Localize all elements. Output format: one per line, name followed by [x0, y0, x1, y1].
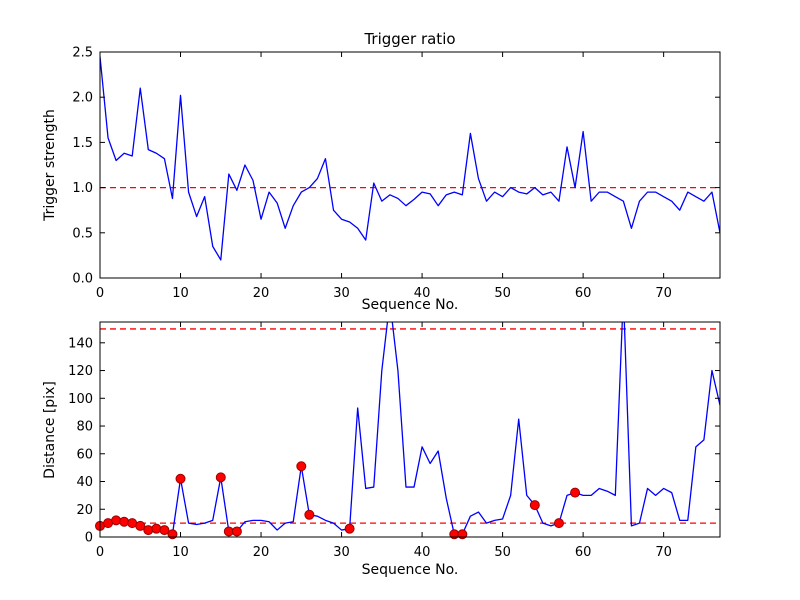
svg-text:40: 40 — [414, 545, 431, 560]
svg-text:40: 40 — [414, 286, 431, 301]
svg-text:1.0: 1.0 — [72, 181, 93, 196]
svg-text:140: 140 — [68, 336, 93, 351]
svg-text:60: 60 — [575, 286, 592, 301]
svg-text:2.0: 2.0 — [72, 91, 93, 106]
svg-text:10: 10 — [172, 286, 189, 301]
svg-text:120: 120 — [68, 364, 93, 379]
svg-text:60: 60 — [76, 447, 93, 462]
top-chart-xlabel: Sequence No. — [361, 297, 459, 313]
svg-text:70: 70 — [655, 286, 672, 301]
svg-text:0.5: 0.5 — [72, 226, 93, 241]
svg-text:30: 30 — [333, 545, 350, 560]
svg-text:70: 70 — [655, 545, 672, 560]
svg-text:0: 0 — [96, 286, 104, 301]
svg-text:2.5: 2.5 — [72, 46, 93, 61]
svg-text:80: 80 — [76, 420, 93, 435]
svg-text:20: 20 — [76, 503, 93, 518]
svg-text:100: 100 — [68, 392, 93, 407]
svg-text:0: 0 — [96, 545, 104, 560]
svg-text:20: 20 — [253, 286, 270, 301]
svg-text:1.5: 1.5 — [72, 136, 93, 151]
bottom-chart-xlabel: Sequence No. — [361, 562, 459, 578]
svg-text:60: 60 — [575, 545, 592, 560]
svg-text:40: 40 — [76, 475, 93, 490]
svg-text:0: 0 — [85, 531, 93, 546]
svg-text:30: 30 — [333, 286, 350, 301]
chart-title: Trigger ratio — [364, 30, 456, 48]
svg-text:20: 20 — [253, 545, 270, 560]
svg-text:50: 50 — [494, 545, 511, 560]
svg-text:0.0: 0.0 — [72, 272, 93, 287]
svg-text:50: 50 — [494, 286, 511, 301]
svg-text:10: 10 — [172, 545, 189, 560]
